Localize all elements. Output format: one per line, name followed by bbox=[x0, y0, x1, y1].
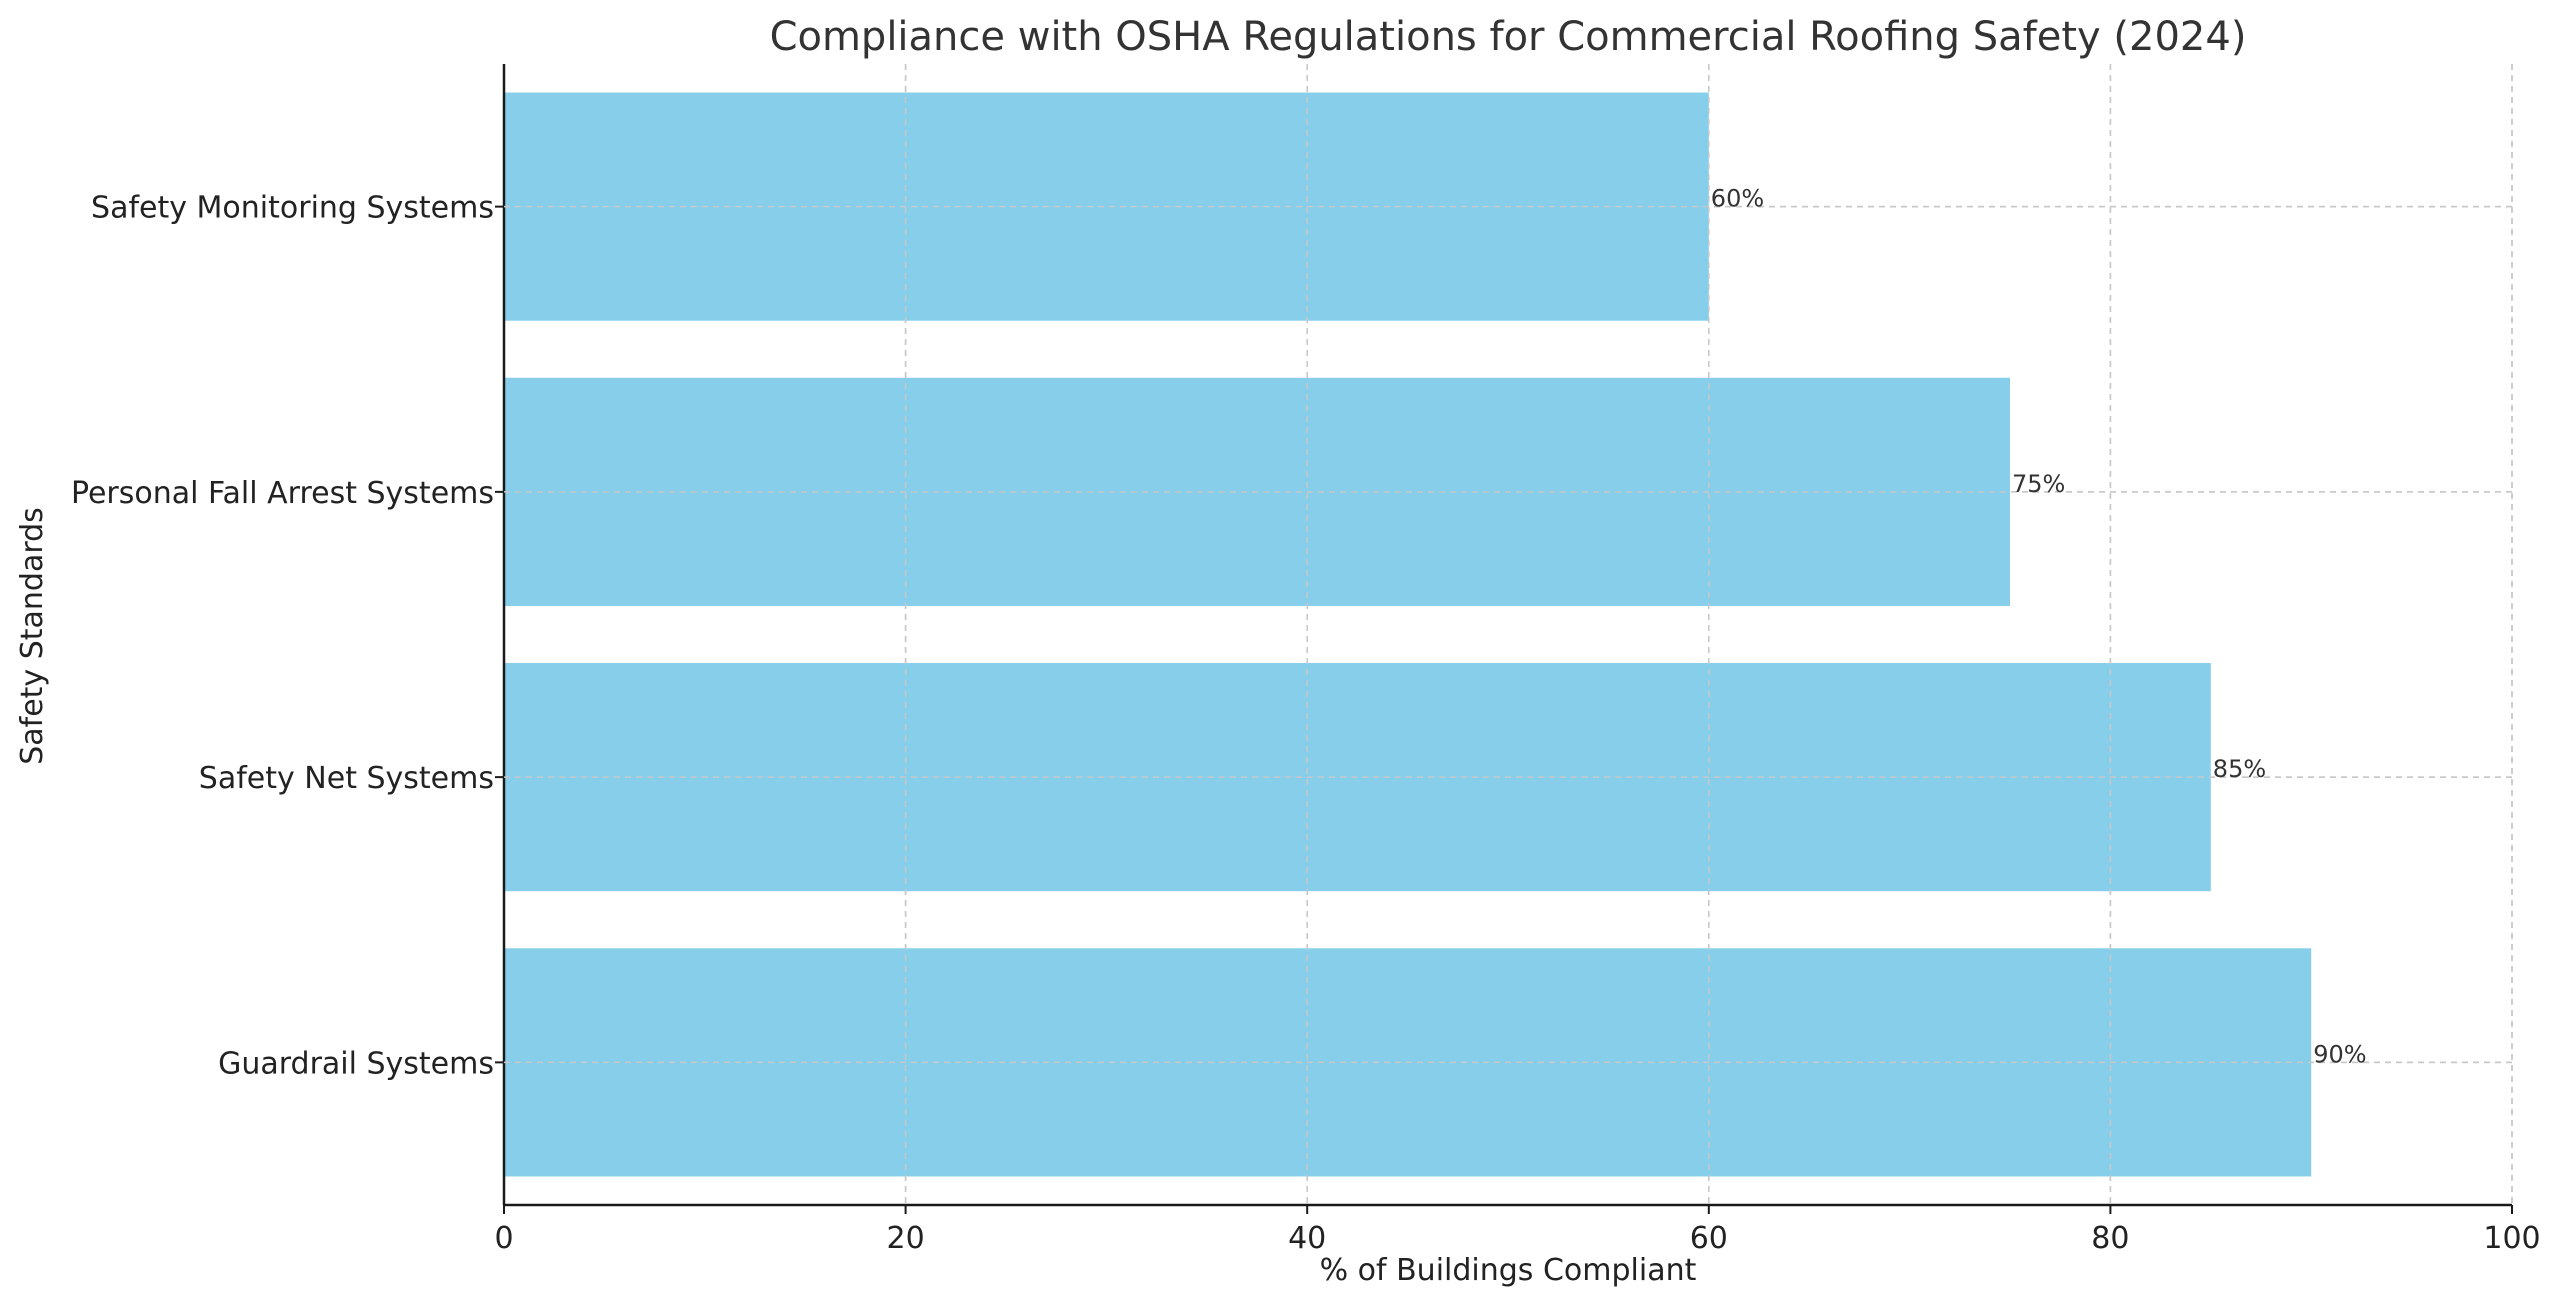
bar-layer bbox=[504, 92, 2312, 1177]
x-tick-label: 100 bbox=[2483, 1221, 2540, 1256]
label-layer: 90% 85% 75% 60% bbox=[504, 64, 2513, 1205]
axis-layer bbox=[502, 64, 2512, 1207]
y-tick-label: Safety Monitoring Systems bbox=[91, 191, 494, 226]
y-tick-label: Safety Net Systems bbox=[199, 761, 494, 796]
x-tick-label: 80 bbox=[2091, 1221, 2129, 1256]
data-label: 75% bbox=[2012, 470, 2065, 498]
y-tick-label: Guardrail Systems bbox=[218, 1046, 494, 1081]
y-axis-label: Safety Standards bbox=[15, 507, 50, 765]
y-tick-label: Personal Fall Arrest Systems bbox=[71, 476, 494, 511]
data-label: 90% bbox=[2313, 1040, 2366, 1068]
x-tick-label: 60 bbox=[1690, 1221, 1728, 1256]
chart-title: Compliance with OSHA Regulations for Com… bbox=[770, 14, 2247, 60]
x-tick-label: 20 bbox=[887, 1221, 925, 1256]
x-axis-label: % of Buildings Compliant bbox=[1320, 1253, 1697, 1288]
data-label: 60% bbox=[1711, 185, 1764, 213]
tick-layer: 0 20 40 60 80 100 Guardrail Systems Safety Net … bbox=[71, 191, 2541, 1256]
x-tick-label: 40 bbox=[1288, 1221, 1326, 1256]
x-tick-label: 0 bbox=[494, 1221, 513, 1256]
data-label: 85% bbox=[2213, 755, 2266, 783]
